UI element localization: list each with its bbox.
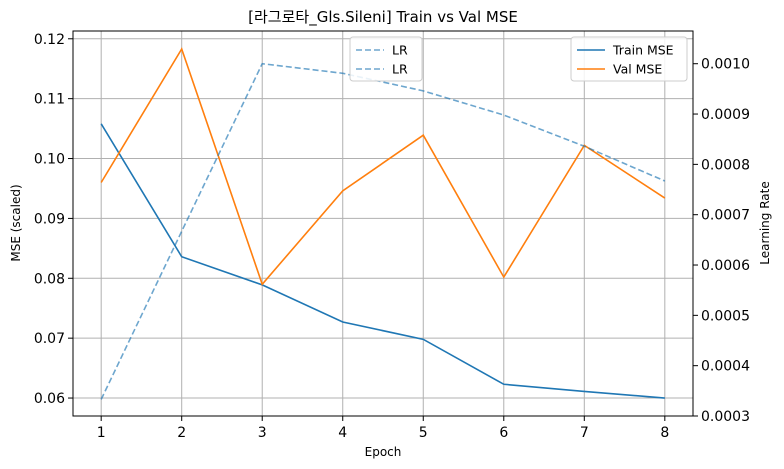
x-tick-label: 8 [660,425,669,441]
x-tick-label: 1 [97,425,106,441]
legend-mse-frame [570,36,688,82]
legend-lr: LR LR [349,36,423,82]
x-tick-label: 2 [177,425,186,441]
series-line-train-mse [100,123,665,399]
legend-label: Train MSE [612,43,674,58]
x-tick-label: 7 [580,425,589,441]
y2-tick-label: 0.0006 [701,258,750,274]
series-line-lr [100,62,666,400]
legends: LR LR Train MSE Val MSE [349,36,688,82]
y2-tick-label: 0.0008 [701,157,750,173]
chart-title: [라그로타_Gls.Sileni] Train vs Val MSE [248,8,518,27]
legend-mse: Train MSE Val MSE [570,36,688,82]
y2-tick-label: 0.0004 [701,359,750,375]
y2-axis-label: Learning Rate [758,181,772,264]
series-line-val-mse [100,47,666,286]
x-tick-label: 3 [258,425,267,441]
x-tick-label: 5 [419,425,428,441]
legend-label: Val MSE [613,62,662,77]
grid [73,31,693,416]
x-tick-label: 4 [338,425,347,441]
y-tick-label: 0.10 [34,152,65,168]
y2-tick-label: 0.0009 [701,107,750,123]
legend-label: LR [392,62,408,77]
x-tick-label: 6 [499,425,508,441]
plot-frame [72,30,694,417]
series-layer [100,47,666,400]
y-tick-label: 0.12 [34,32,65,48]
y-tick-label: 0.11 [34,92,65,108]
y-tick-label: 0.08 [34,271,65,287]
y-tick-label: 0.09 [34,211,65,227]
y2-tick-label: 0.0010 [701,57,750,73]
y2-tick-label: 0.0007 [701,208,750,224]
legend-label: LR [392,43,408,58]
y-tick-label: 0.06 [34,391,65,407]
axes: 1 2 3 4 5 6 7 8 0.06 0.07 0.08 0.09 0.10 0.11 0.12 0.00… [34,32,750,441]
y-tick-label: 0.07 [34,331,65,347]
y2-tick-label: 0.0005 [701,308,750,324]
y-axis-label: MSE (scaled) [9,184,23,261]
legend-lr-frame [349,36,423,82]
x-axis-label: Epoch [365,445,402,459]
y2-tick-label: 0.0003 [701,409,750,425]
